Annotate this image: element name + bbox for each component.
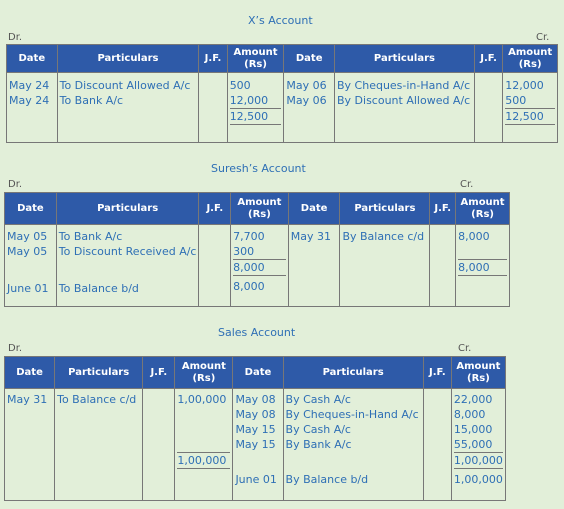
credit-amount: 500 — [505, 94, 527, 107]
header-particulars: Particulars — [282, 356, 424, 389]
header-particulars: Particulars — [339, 192, 431, 225]
header-date: Date — [3, 356, 56, 389]
header-amount: Amount (Rs) — [230, 192, 289, 225]
debit-date: June 01 — [7, 282, 49, 295]
credit-particulars: By Discount Allowed A/c — [336, 94, 471, 107]
credit-date: May 15 — [235, 438, 276, 451]
credit-amount: 15,000 — [453, 423, 493, 436]
suresh-account-table: Date Particulars J.F. Amount (Rs) Date P… — [4, 192, 510, 307]
credit-date: June 01 — [235, 473, 277, 486]
debit-particulars: To Balance c/d — [57, 393, 137, 406]
header-jf: J.F. — [142, 356, 176, 389]
debit-amount: 8,000 — [233, 280, 265, 293]
credit-date: May 31 — [290, 230, 331, 243]
credit-particulars: By Cheques-in-Hand A/c — [285, 408, 419, 421]
debit-jf — [198, 72, 228, 143]
debit-amount: 1,00,000 — [177, 393, 227, 406]
debit-amount: 500 — [229, 79, 251, 92]
header-date: Date — [6, 44, 58, 73]
credit-particulars: By Balance c/d — [342, 230, 425, 243]
credit-spacer — [458, 244, 507, 259]
x-account-title: X’s Account — [248, 14, 313, 27]
x-account-table: Date Particulars J.F. Amount (Rs) Date P… — [6, 44, 558, 143]
credit-date: May 15 — [235, 423, 276, 436]
header-particulars: Particulars — [333, 44, 475, 73]
debit-spacer — [177, 437, 230, 452]
debit-amount: 7,700 — [233, 230, 265, 243]
credit-date: May 08 — [235, 408, 276, 421]
credit-particulars: By Cash A/c — [285, 393, 351, 406]
debit-date: May 05 — [7, 245, 48, 258]
debit-spacer — [177, 407, 230, 422]
debit-jf — [198, 224, 232, 307]
debit-particulars: To Bank A/c — [59, 94, 124, 107]
credit-total: 8,000 — [458, 259, 507, 276]
credit-particulars: By Cheques-in-Hand A/c — [336, 79, 471, 92]
suresh-account-cr: Cr. — [460, 179, 474, 190]
credit-amount: 55,000 — [453, 438, 493, 451]
credit-amount: 8,000 — [453, 408, 486, 421]
header-amount: Amount (Rs) — [502, 44, 558, 73]
credit-date: May 06 — [286, 94, 327, 107]
credit-particulars: By Balance b/d — [285, 473, 369, 486]
header-amount: Amount (Rs) — [226, 44, 285, 73]
x-account-dr: Dr. — [8, 32, 23, 43]
x-account-cr: Cr. — [536, 32, 550, 43]
header-jf: J.F. — [422, 356, 452, 389]
credit-jf — [429, 224, 457, 307]
sales-account-cr: Cr. — [458, 343, 472, 354]
debit-particulars: To Discount Received A/c — [58, 245, 197, 258]
header-date: Date — [287, 192, 341, 225]
sales-account-dr: Dr. — [8, 343, 23, 354]
debit-particulars: To Bank A/c — [58, 230, 123, 243]
debit-total: 12,500 — [229, 108, 282, 125]
sales-account-table: Date Particulars J.F. Amount (Rs) Date P… — [3, 356, 507, 501]
debit-particulars: To Discount Allowed A/c — [59, 79, 191, 92]
credit-date: May 06 — [286, 79, 327, 92]
header-date: Date — [4, 192, 57, 225]
credit-date: May 08 — [235, 393, 276, 406]
credit-particulars: By Bank A/c — [285, 438, 352, 451]
debit-amount: 300 — [233, 245, 255, 258]
header-jf: J.F. — [198, 192, 232, 225]
header-amount: Amount (Rs) — [174, 356, 234, 389]
header-date: Date — [232, 356, 284, 389]
debit-total: 8,000 — [233, 259, 286, 276]
header-amount: Amount (Rs) — [450, 356, 507, 389]
credit-amount: 22,000 — [453, 393, 493, 406]
debit-total: 1,00,000 — [177, 452, 231, 469]
credit-amount: 12,000 — [505, 79, 544, 92]
header-amount: Amount (Rs) — [455, 192, 510, 225]
suresh-account-title: Suresh’s Account — [211, 162, 306, 175]
header-jf: J.F. — [429, 192, 457, 225]
credit-amount: 1,00,000 — [453, 473, 503, 486]
debit-spacer — [177, 422, 230, 437]
debit-particulars: To Balance b/d — [58, 282, 139, 295]
header-jf: J.F. — [473, 44, 504, 73]
header-particulars: Particulars — [54, 356, 144, 389]
header-date: Date — [283, 44, 335, 73]
debit-date: May 05 — [7, 230, 48, 243]
debit-date: May 24 — [9, 94, 50, 107]
debit-date: May 31 — [7, 393, 48, 406]
header-particulars: Particulars — [56, 44, 200, 73]
credit-particulars: By Cash A/c — [285, 423, 351, 436]
credit-total: 12,500 — [505, 108, 555, 125]
debit-amount: 12,000 — [229, 94, 269, 107]
sales-account-title: Sales Account — [218, 326, 296, 339]
credit-amount: 8,000 — [458, 230, 490, 243]
debit-jf — [142, 388, 176, 501]
header-jf: J.F. — [198, 44, 228, 73]
suresh-account-dr: Dr. — [8, 179, 23, 190]
header-particulars: Particulars — [55, 192, 200, 225]
debit-date: May 24 — [9, 79, 50, 92]
credit-jf — [422, 388, 452, 501]
credit-jf — [473, 72, 504, 143]
credit-total: 1,00,000 — [453, 452, 503, 469]
